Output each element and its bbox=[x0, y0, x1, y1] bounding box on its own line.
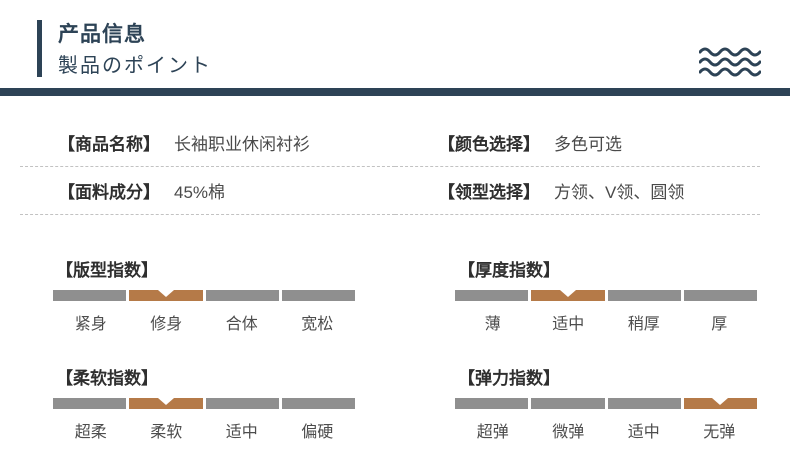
bar-segment bbox=[607, 398, 681, 409]
bar-segment bbox=[683, 398, 757, 409]
page-subtitle: 製品のポイント bbox=[58, 55, 212, 77]
header-divider bbox=[0, 88, 790, 96]
softness-index-labels: 超柔 柔软 适中 偏硬 bbox=[53, 418, 355, 442]
section-fit-index: 【版型指数】 紧身 修身 合体 宽松 bbox=[53, 256, 355, 334]
index-option: 薄 bbox=[484, 316, 501, 333]
bar-segment bbox=[531, 398, 605, 409]
index-option: 紧身 bbox=[74, 316, 107, 333]
notch-marker-icon bbox=[559, 290, 576, 297]
index-option: 适中 bbox=[552, 316, 585, 333]
waves-icon bbox=[699, 47, 761, 77]
info-row-collar-type: 【领型选择】 方领、V领、圆领 bbox=[395, 167, 760, 215]
info-row-color-choice: 【颜色选择】 多色可选 bbox=[395, 119, 760, 167]
product-info-grid: 【商品名称】 长袖职业休闲衬衫 【颜色选择】 多色可选 【面料成分】 45%棉 … bbox=[20, 119, 760, 215]
index-option: 超弹 bbox=[476, 424, 509, 441]
bar-segment bbox=[607, 290, 681, 301]
bar-segment bbox=[683, 290, 757, 301]
info-row-fabric: 【面料成分】 45%棉 bbox=[20, 167, 395, 215]
section-elasticity-index: 【弹力指数】 超弹 微弹 适中 无弹 bbox=[455, 364, 757, 442]
notch-marker-icon bbox=[157, 290, 174, 297]
softness-index-bar bbox=[53, 398, 355, 409]
index-option: 适中 bbox=[627, 424, 660, 441]
fit-index-bar bbox=[53, 290, 355, 301]
index-sections: 【版型指数】 紧身 修身 合体 宽松 【厚度指数】 薄 适中 稍厚 厚 bbox=[53, 256, 757, 442]
bar-segment bbox=[281, 398, 355, 409]
section-softness-index: 【柔软指数】 超柔 柔软 适中 偏硬 bbox=[53, 364, 355, 442]
notch-marker-icon bbox=[157, 398, 174, 405]
index-option: 合体 bbox=[225, 316, 258, 333]
bar-segment bbox=[129, 290, 203, 301]
index-option: 无弹 bbox=[703, 424, 736, 441]
index-option: 偏硬 bbox=[301, 424, 334, 441]
bar-segment bbox=[455, 398, 529, 409]
page-title: 产品信息 bbox=[58, 23, 146, 46]
bar-segment bbox=[205, 398, 279, 409]
info-label: 【商品名称】 bbox=[58, 135, 160, 154]
notch-marker-icon bbox=[712, 398, 729, 405]
section-title: 【版型指数】 bbox=[56, 261, 158, 280]
section-title: 【柔软指数】 bbox=[56, 369, 158, 388]
info-value: 长袖职业休闲衬衫 bbox=[174, 135, 310, 154]
elasticity-index-labels: 超弹 微弹 适中 无弹 bbox=[455, 418, 757, 442]
header-accent-bar bbox=[37, 20, 42, 77]
index-option: 柔软 bbox=[150, 424, 183, 441]
index-option: 超柔 bbox=[74, 424, 107, 441]
section-thickness-index: 【厚度指数】 薄 适中 稍厚 厚 bbox=[455, 256, 757, 334]
bar-segment bbox=[129, 398, 203, 409]
info-value: 多色可选 bbox=[554, 135, 622, 154]
index-option: 适中 bbox=[225, 424, 258, 441]
bar-segment bbox=[531, 290, 605, 301]
info-label: 【领型选择】 bbox=[438, 183, 540, 202]
elasticity-index-bar bbox=[455, 398, 757, 409]
index-option: 修身 bbox=[150, 316, 183, 333]
info-value: 方领、V领、圆领 bbox=[554, 183, 685, 202]
bar-segment bbox=[53, 290, 127, 301]
thickness-index-bar bbox=[455, 290, 757, 301]
section-title: 【厚度指数】 bbox=[458, 261, 560, 280]
info-value: 45%棉 bbox=[174, 183, 226, 202]
section-title: 【弹力指数】 bbox=[458, 369, 560, 388]
index-option: 稍厚 bbox=[627, 316, 660, 333]
index-option: 厚 bbox=[711, 316, 728, 333]
thickness-index-labels: 薄 适中 稍厚 厚 bbox=[455, 310, 757, 334]
bar-segment bbox=[455, 290, 529, 301]
index-option: 宽松 bbox=[301, 316, 334, 333]
info-row-product-name: 【商品名称】 长袖职业休闲衬衫 bbox=[20, 119, 395, 167]
bar-segment bbox=[281, 290, 355, 301]
info-label: 【面料成分】 bbox=[58, 183, 160, 202]
bar-segment bbox=[53, 398, 127, 409]
bar-segment bbox=[205, 290, 279, 301]
fit-index-labels: 紧身 修身 合体 宽松 bbox=[53, 310, 355, 334]
info-label: 【颜色选择】 bbox=[438, 135, 540, 154]
index-option: 微弹 bbox=[552, 424, 585, 441]
